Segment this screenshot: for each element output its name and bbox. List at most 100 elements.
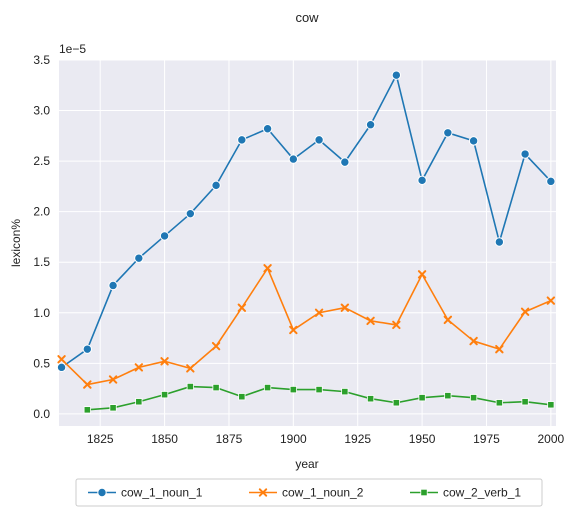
data-point <box>520 149 530 159</box>
series-cow_2_verb_1 <box>83 382 555 414</box>
data-point <box>520 307 530 316</box>
legend-marker <box>258 488 268 497</box>
data-point <box>134 363 144 372</box>
x-tick-label: 1925 <box>344 432 371 446</box>
data-point <box>366 316 375 326</box>
data-point <box>315 386 323 394</box>
data-point <box>443 128 453 138</box>
data-point <box>341 388 349 396</box>
legend-item-cow_1_noun_2: cow_1_noun_2 <box>249 486 364 500</box>
data-point <box>211 341 221 351</box>
data-point <box>263 264 272 273</box>
x-axis-label: year <box>295 457 318 471</box>
legend-marker <box>420 488 428 497</box>
data-point <box>444 392 452 400</box>
data-point <box>159 231 170 241</box>
data-point <box>468 136 479 146</box>
data-point <box>56 362 67 373</box>
y-tick-label: 0.5 <box>33 356 50 370</box>
data-point <box>495 344 504 354</box>
legend-label: cow_1_noun_1 <box>121 486 203 500</box>
data-point <box>392 399 400 407</box>
data-point <box>469 336 478 346</box>
data-point <box>392 320 401 330</box>
x-tick-label: 2000 <box>537 432 564 446</box>
data-point <box>237 135 247 145</box>
legend-item-cow_2_verb_1: cow_2_verb_1 <box>410 486 521 500</box>
data-point <box>288 154 299 164</box>
data-point <box>186 364 195 373</box>
data-point <box>443 315 453 325</box>
data-point <box>57 355 66 364</box>
legend-item-cow_1_noun_1: cow_1_noun_1 <box>88 486 203 500</box>
data-point <box>521 398 529 406</box>
data-point <box>134 253 144 263</box>
data-point <box>546 176 556 187</box>
data-point <box>546 296 556 305</box>
y-scale-note: 1e−5 <box>59 42 86 56</box>
data-point <box>211 180 221 191</box>
x-tick-label: 1850 <box>151 432 178 446</box>
data-point <box>494 237 505 247</box>
legend-label: cow_2_verb_1 <box>443 486 521 500</box>
data-point <box>469 394 478 402</box>
data-point <box>314 135 324 145</box>
x-tick-label: 1900 <box>280 432 307 446</box>
data-point <box>495 399 503 407</box>
series-line <box>61 267 552 386</box>
series-cow_1_noun_2 <box>57 264 556 389</box>
data-point <box>83 380 92 389</box>
data-point <box>547 401 555 409</box>
data-point <box>289 325 298 335</box>
series-layer <box>56 70 556 414</box>
y-tick-label: 1.5 <box>33 255 50 269</box>
data-point <box>185 208 196 219</box>
x-tick-label: 1950 <box>409 432 436 446</box>
legend-label: cow_1_noun_2 <box>282 486 364 500</box>
y-tick-label: 3.5 <box>33 53 50 67</box>
data-point <box>289 386 297 394</box>
data-point <box>212 383 220 392</box>
legend-marker <box>97 487 107 498</box>
y-tick-label: 0.0 <box>33 407 50 421</box>
data-point <box>391 70 402 80</box>
plot-area <box>59 60 556 426</box>
data-point <box>340 157 350 167</box>
data-point <box>160 391 169 399</box>
chart-title: cow <box>295 10 319 25</box>
y-tick-label: 2.5 <box>33 154 50 168</box>
y-axis-label: lexicon% <box>9 219 23 267</box>
data-point <box>365 120 376 130</box>
data-point <box>237 303 247 312</box>
data-point <box>109 404 117 412</box>
data-point <box>262 124 273 134</box>
data-point <box>263 383 272 392</box>
data-point <box>314 308 324 317</box>
data-point <box>417 175 427 186</box>
x-tick-label: 1825 <box>87 432 114 446</box>
x-axis-ticks: 1825 1850 1875 1900 1925 1950 1975 2000 <box>87 432 565 446</box>
y-tick-label: 2.0 <box>33 205 50 219</box>
y-tick-label: 3.0 <box>33 104 50 118</box>
data-point <box>108 280 118 291</box>
legend-box <box>75 478 543 507</box>
data-point <box>160 357 169 366</box>
grid-lines <box>59 59 556 426</box>
data-point <box>135 398 143 406</box>
data-point <box>82 344 93 354</box>
data-point <box>417 270 427 279</box>
y-axis-ticks: 0.0 0.5 1.0 1.5 2.0 2.5 3.0 3.5 <box>33 53 50 421</box>
legend: cow_1_noun_1 cow_1_noun_2 cow_2_verb_1 <box>75 478 543 507</box>
x-tick-label: 1875 <box>216 432 243 446</box>
data-point <box>238 393 246 401</box>
data-point <box>186 382 194 391</box>
data-point <box>108 375 118 384</box>
data-point <box>366 395 375 403</box>
data-point <box>340 303 350 312</box>
data-point <box>418 394 426 402</box>
data-point <box>83 406 91 414</box>
x-tick-label: 1975 <box>473 432 500 446</box>
y-tick-label: 1.0 <box>33 306 50 320</box>
series-cow_1_noun_1 <box>56 70 556 373</box>
